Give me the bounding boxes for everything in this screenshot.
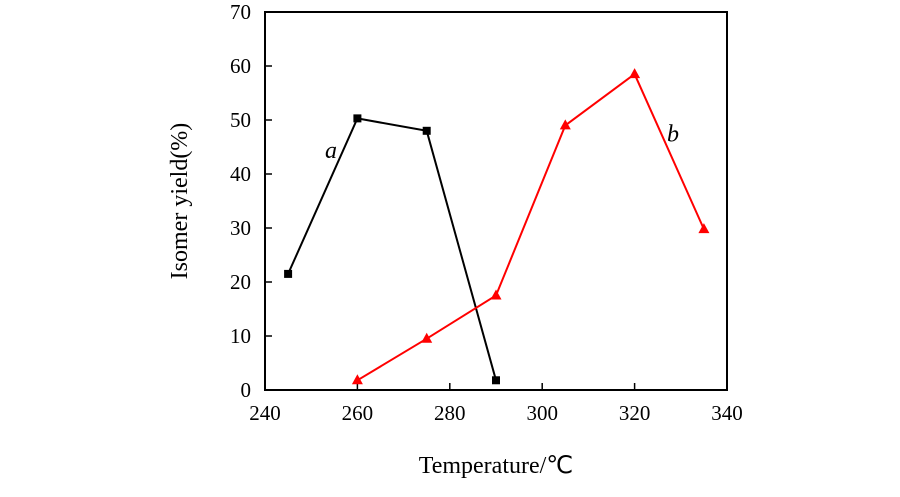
- annotation-layer: ab: [325, 122, 679, 164]
- y-tick-label: 10: [230, 324, 251, 348]
- series-a-label: a: [325, 138, 337, 164]
- series-b-label: b: [667, 122, 679, 148]
- series-b: [351, 68, 710, 385]
- axis-tick-labels: 240 260 280 300 320 340 0 10 20 30 40 50 60 70: [230, 0, 743, 425]
- y-tick-label: 40: [230, 162, 251, 186]
- y-tick-label: 30: [230, 216, 251, 240]
- series-a-line: [287, 117, 497, 381]
- y-tick-label: 0: [241, 378, 252, 402]
- y-tick-label: 70: [230, 0, 251, 24]
- x-tick-label: 260: [342, 401, 374, 425]
- x-tick-label: 240: [249, 401, 281, 425]
- series-a-point: [353, 114, 362, 123]
- series-b-point: [559, 119, 571, 130]
- series-a-point: [422, 126, 431, 135]
- series-b-line: [356, 72, 705, 382]
- y-axis-title: Isomer yield(%): [167, 123, 193, 280]
- series-a-point: [492, 376, 500, 385]
- series-b-point: [421, 332, 433, 343]
- x-tick-label: 320: [619, 401, 651, 425]
- plot-frame: [264, 11, 728, 391]
- y-tick-label: 50: [230, 108, 251, 132]
- series-b-point: [490, 289, 502, 300]
- x-tick-label: 300: [526, 401, 558, 425]
- series-a: [284, 114, 500, 385]
- axis-ticks: [264, 11, 728, 391]
- series-b-point: [351, 374, 363, 385]
- x-tick-label: 340: [711, 401, 743, 425]
- series-b-point: [629, 68, 641, 79]
- y-tick-label: 60: [230, 54, 251, 78]
- series-a-point: [284, 269, 293, 278]
- series-b-point: [698, 223, 710, 234]
- x-axis-title: Temperature/℃: [419, 453, 574, 479]
- y-tick-label: 20: [230, 270, 251, 294]
- x-tick-label: 280: [434, 401, 466, 425]
- series-layer: [284, 68, 710, 385]
